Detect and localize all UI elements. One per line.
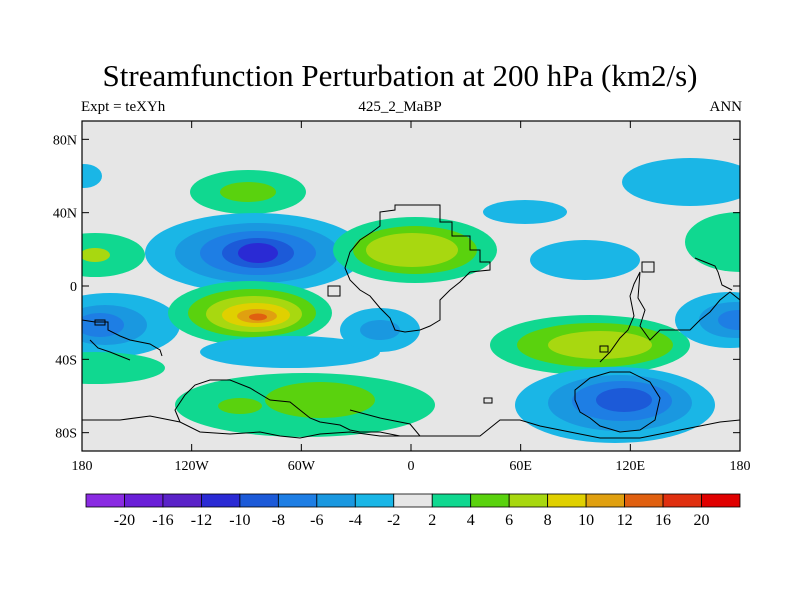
colorbar-swatch: [124, 493, 164, 508]
colorbar-label: 20: [694, 512, 710, 529]
colorbar-swatch: [316, 493, 356, 508]
colorbar-swatch: [354, 493, 395, 508]
colorbar-swatch: [701, 493, 741, 508]
y-tick-label: 80S: [55, 427, 77, 442]
colorbar: -20 -16 -12 -10 -8 -6 -4 -2 2 4 6 8 10 12 16 20: [85, 493, 741, 529]
colorbar-label: 12: [617, 512, 633, 529]
map-title: Streamfunction Perturbation at 200 hPa (…: [102, 58, 698, 93]
x-tick-label: 180: [72, 459, 93, 474]
y-tick-label: 40S: [55, 353, 77, 368]
coastlines: [82, 204, 740, 439]
colorbar-swatch: [162, 493, 202, 508]
x-tick-label: 60E: [509, 459, 532, 474]
colorbar-swatch: [585, 493, 625, 508]
colorbar-label: -6: [310, 512, 323, 529]
season-label: ANN: [709, 99, 743, 115]
colorbar-label: 2: [428, 512, 436, 529]
colorbar-swatch: [239, 493, 279, 508]
y-tick-label: 40N: [53, 207, 77, 222]
x-tick-label: 120E: [616, 459, 646, 474]
colorbar-label: -10: [229, 512, 250, 529]
colorbar-swatch: [508, 493, 549, 508]
x-tick-label: 120W: [175, 459, 210, 474]
axis-tick-labels: 80N 40N 0 40S 80S 180 120W 60W 0 60E 120E 180: [53, 133, 751, 474]
colorbar-swatch: [662, 493, 702, 508]
colorbar-label: 4: [467, 512, 475, 529]
colorbar-swatch: [624, 493, 664, 508]
colorbar-swatch: [277, 493, 318, 508]
experiment-label: Expt = teXYh: [81, 99, 166, 115]
case-label: 425_2_MaBP: [358, 99, 442, 115]
colorbar-label: -12: [191, 512, 212, 529]
colorbar-label: -4: [349, 512, 362, 529]
colorbar-swatch: [393, 493, 433, 508]
colorbar-swatch: [470, 493, 510, 508]
y-tick-label: 0: [70, 280, 77, 295]
contour-fields: [82, 158, 740, 443]
colorbar-label: 10: [578, 512, 594, 529]
x-tick-label: 60W: [288, 459, 316, 474]
colorbar-label: -2: [387, 512, 400, 529]
axis-ticks: [81, 121, 741, 451]
colorbar-swatch: [431, 493, 472, 508]
colorbar-label: 8: [544, 512, 552, 529]
colorbar-swatch: [547, 493, 587, 508]
colorbar-label: -8: [272, 512, 285, 529]
x-tick-label: 0: [408, 459, 415, 474]
colorbar-swatch: [201, 493, 241, 508]
colorbar-label: -20: [114, 512, 135, 529]
y-tick-label: 80N: [53, 133, 77, 148]
colorbar-label: -16: [152, 512, 173, 529]
colorbar-label: 16: [655, 512, 671, 529]
colorbar-label: 6: [505, 512, 513, 529]
x-tick-label: 180: [730, 459, 751, 474]
colorbar-swatch: [85, 493, 125, 508]
